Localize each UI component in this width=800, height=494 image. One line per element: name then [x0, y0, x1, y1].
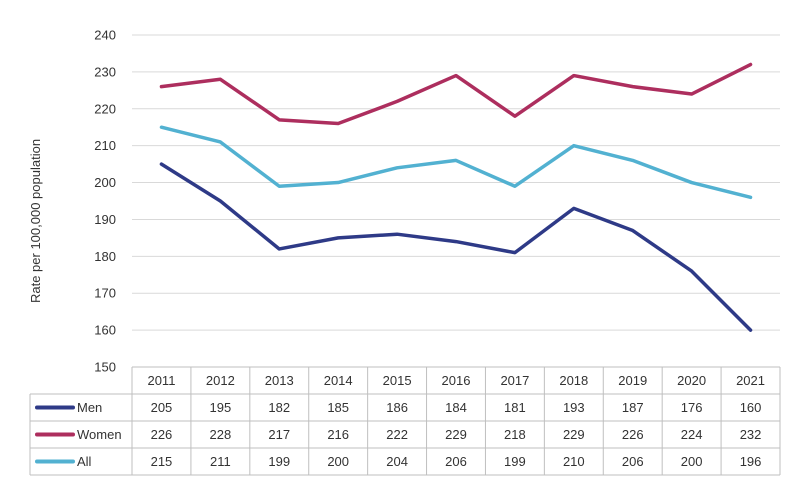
x-tick-label: 2020 — [677, 373, 706, 388]
x-tick-label: 2021 — [736, 373, 765, 388]
data-label: 229 — [445, 427, 467, 442]
x-tick-label: 2017 — [500, 373, 529, 388]
data-label: 226 — [622, 427, 644, 442]
data-label: 206 — [445, 454, 467, 469]
y-tick-label: 220 — [94, 101, 116, 116]
y-tick-label: 230 — [94, 64, 116, 79]
y-tick-label: 190 — [94, 212, 116, 227]
y-tick-label: 200 — [94, 175, 116, 190]
data-label: 232 — [740, 427, 762, 442]
legend-label-all: All — [77, 454, 92, 469]
data-label: 181 — [504, 400, 526, 415]
x-tick-label: 2018 — [559, 373, 588, 388]
x-tick-label: 2011 — [147, 373, 175, 388]
data-label: 199 — [268, 454, 290, 469]
data-label: 195 — [210, 400, 232, 415]
x-tick-label: 2013 — [265, 373, 294, 388]
y-tick-label: 160 — [94, 323, 116, 338]
series-line-women — [159, 62, 753, 126]
y-tick-label: 170 — [94, 286, 116, 301]
x-tick-label: 2015 — [383, 373, 412, 388]
series-lines — [159, 62, 753, 332]
data-label: 200 — [681, 454, 703, 469]
data-label: 211 — [210, 454, 231, 469]
data-label: 184 — [445, 400, 467, 415]
data-label: 228 — [210, 427, 232, 442]
y-tick-label: 240 — [94, 28, 116, 43]
data-label: 176 — [681, 400, 703, 415]
data-label: 196 — [740, 454, 762, 469]
x-tick-label: 2016 — [442, 373, 471, 388]
data-label: 210 — [563, 454, 585, 469]
data-label: 217 — [268, 427, 290, 442]
data-label: 193 — [563, 400, 585, 415]
data-label: 229 — [563, 427, 585, 442]
y-tick-label: 210 — [94, 138, 116, 153]
series-line-all — [159, 125, 753, 200]
data-label: 199 — [504, 454, 526, 469]
x-tick-label: 2014 — [324, 373, 353, 388]
y-tick-label: 150 — [94, 360, 116, 375]
data-label: 200 — [327, 454, 349, 469]
gridlines — [132, 34, 780, 331]
y-axis-ticks: 150 160 170 180 190 200 210 220 230 240 — [94, 28, 116, 375]
data-label: 222 — [386, 427, 408, 442]
data-label: 160 — [740, 400, 762, 415]
data-label: 204 — [386, 454, 408, 469]
data-label: 185 — [327, 400, 349, 415]
data-label: 218 — [504, 427, 526, 442]
data-label: 216 — [327, 427, 349, 442]
legend-label-men: Men — [77, 400, 102, 415]
data-label: 187 — [622, 400, 644, 415]
x-tick-label: 2019 — [618, 373, 647, 388]
x-tick-label: 2012 — [206, 373, 235, 388]
data-label: 215 — [151, 454, 173, 469]
y-tick-label: 180 — [94, 249, 116, 264]
y-axis-label: Rate per 100,000 population — [28, 139, 43, 303]
data-label: 205 — [151, 400, 173, 415]
data-label: 182 — [268, 400, 290, 415]
legend-label-women: Women — [77, 427, 122, 442]
data-table: 2011 2012 2013 2014 2015 2016 2017 2018 2019 2020… — [29, 366, 781, 476]
data-label: 224 — [681, 427, 703, 442]
data-label: 226 — [151, 427, 173, 442]
data-label: 206 — [622, 454, 644, 469]
series-line-men — [159, 162, 753, 332]
data-label: 186 — [386, 400, 408, 415]
